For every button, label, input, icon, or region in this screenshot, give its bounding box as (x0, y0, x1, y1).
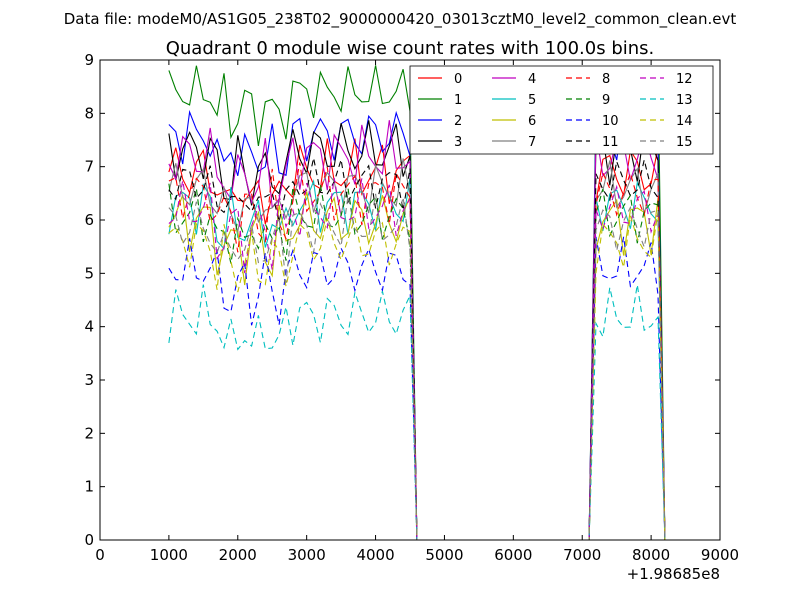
x-offset-label: +1.98685e8 (627, 565, 720, 583)
y-tick-label: 1 (84, 478, 94, 496)
figure-suptitle: Data file: modeM0/AS1G05_238T02_90000004… (64, 10, 737, 29)
y-tick-label: 6 (84, 211, 94, 229)
x-tick-label: 7000 (563, 546, 601, 564)
legend-label-15: 15 (676, 135, 693, 150)
legend-box (409, 65, 714, 155)
x-tick-label: 1000 (150, 546, 188, 564)
x-tick-label: 0 (95, 546, 105, 564)
y-tick-label: 0 (84, 531, 94, 549)
legend-label-10: 10 (602, 114, 619, 129)
y-tick-label: 9 (84, 51, 94, 69)
legend-label-11: 11 (602, 135, 619, 150)
legend-label-2: 2 (454, 114, 462, 129)
chart-title: Quadrant 0 module wise count rates with … (166, 38, 655, 59)
axes-frame (99, 59, 721, 541)
legend-label-5: 5 (528, 93, 536, 108)
legend-label-9: 9 (602, 93, 610, 108)
legend-label-8: 8 (602, 72, 610, 87)
legend-label-6: 6 (528, 114, 536, 129)
x-tick-label: 3000 (288, 546, 326, 564)
x-axis: 0 1000 2000 3000 4000 5000 6000 7000 8000 9000 (95, 60, 739, 564)
x-tick-label: 2000 (219, 546, 257, 564)
y-tick-label: 3 (84, 371, 94, 389)
y-tick-label: 4 (84, 318, 94, 336)
legend-label-1: 1 (454, 93, 462, 108)
legend-label-13: 13 (676, 93, 693, 108)
legend-label-12: 12 (676, 72, 693, 87)
legend-label-4: 4 (528, 72, 536, 87)
y-tick-label: 8 (84, 104, 94, 122)
legend-label-7: 7 (528, 135, 536, 150)
y-tick-label: 5 (84, 264, 94, 282)
legend-label-3: 3 (454, 135, 462, 150)
y-tick-label: 2 (84, 424, 94, 442)
legend-label-14: 14 (676, 114, 693, 129)
y-tick-label: 7 (84, 158, 94, 176)
x-tick-label: 4000 (356, 546, 394, 564)
x-tick-label: 8000 (632, 546, 670, 564)
x-tick-label: 5000 (425, 546, 463, 564)
x-tick-label: 6000 (494, 546, 532, 564)
x-tick-label: 9000 (701, 546, 739, 564)
legend-label-0: 0 (454, 72, 462, 87)
